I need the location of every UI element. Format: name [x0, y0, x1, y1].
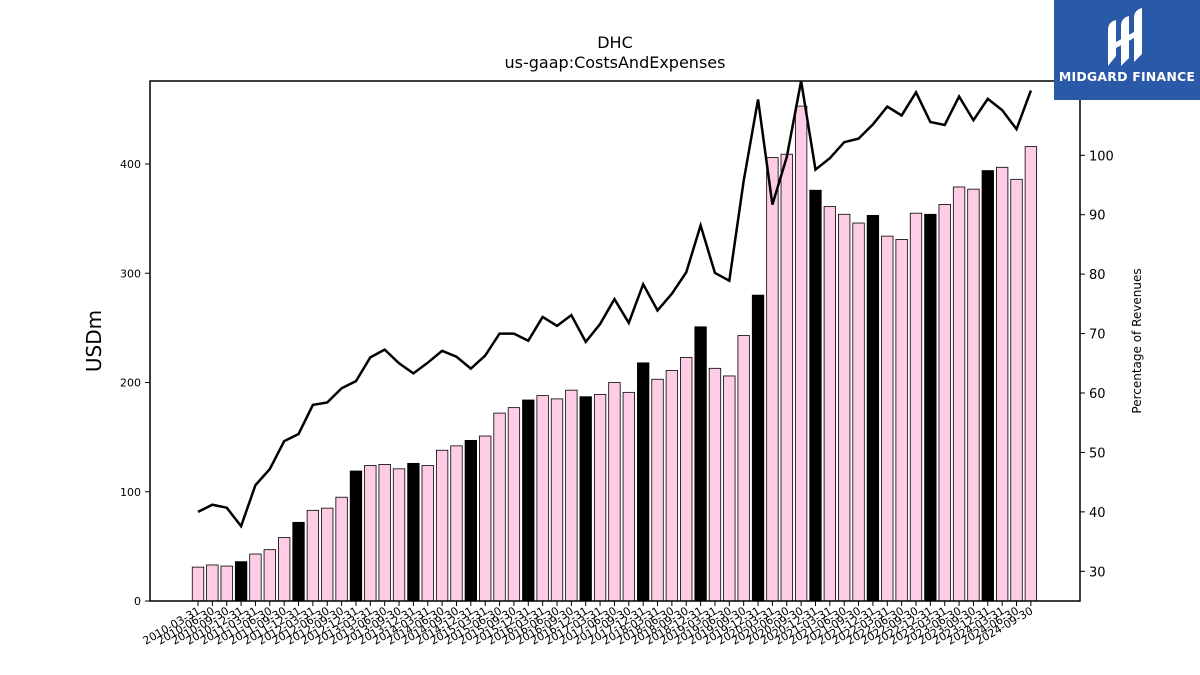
plot-frame [149, 80, 1081, 602]
bar [680, 356, 693, 602]
bar [637, 362, 650, 602]
bar [220, 565, 233, 602]
bar [593, 394, 607, 602]
bar [364, 465, 377, 602]
bar [723, 375, 736, 602]
chart-subtitle: us-gaap:CostsAndExpenses [505, 53, 726, 72]
x-axis: 2010-03-312010-06-302010-09-302010-12-31… [141, 601, 1035, 648]
midgard-finance-logo: MIDGARD FINANCE [1054, 0, 1200, 100]
bar [278, 537, 291, 602]
bar [321, 507, 334, 602]
bar [507, 407, 521, 602]
bar [838, 213, 851, 602]
y-right-tick-label: 70 [1089, 328, 1106, 343]
bar [479, 435, 492, 602]
bar [522, 399, 535, 602]
bar [536, 395, 549, 602]
bar [234, 561, 248, 602]
bar-series [191, 105, 1038, 602]
bar [780, 153, 793, 602]
bar [292, 521, 305, 602]
y-tick-label: 0 [134, 595, 141, 608]
bar [378, 464, 391, 602]
bar [421, 465, 434, 602]
bar [565, 389, 578, 602]
bar [967, 188, 980, 602]
bar [407, 462, 420, 602]
y-tick-label: 400 [120, 158, 141, 171]
y-axis-right-label: Percentage of Revenues [1130, 268, 1144, 413]
bar [608, 382, 621, 602]
y-tick-label: 300 [120, 267, 141, 280]
bar [794, 105, 808, 602]
bar [263, 549, 276, 602]
bar [823, 206, 836, 602]
y-axis-right: 30 40 50 60 70 80 90 100 [1080, 149, 1114, 580]
bar [206, 564, 219, 602]
bar [909, 212, 923, 602]
bar [335, 496, 348, 602]
bar [924, 213, 937, 602]
bar [392, 468, 406, 602]
bar [435, 449, 449, 602]
bar [249, 553, 262, 602]
y-right-tick-label: 60 [1089, 387, 1106, 402]
bar [895, 238, 908, 602]
bar [493, 412, 506, 602]
bar [1010, 178, 1023, 602]
bar [938, 204, 951, 602]
bar [852, 222, 865, 602]
bar [809, 189, 822, 602]
bar [881, 235, 894, 602]
y-tick-label: 100 [120, 486, 141, 499]
midgard-logo-icon [1108, 8, 1142, 66]
y-right-tick-label: 30 [1089, 565, 1106, 580]
chart-title: DHC [597, 33, 633, 52]
y-right-tick-label: 40 [1089, 506, 1106, 521]
bar [766, 157, 779, 602]
y-right-tick-label: 100 [1089, 149, 1114, 164]
bar [651, 378, 664, 602]
bar [349, 470, 363, 602]
series-line [197, 80, 1033, 529]
y-axis-left: 0 100 200 300 400 [120, 158, 150, 608]
bar [665, 370, 679, 602]
y-axis-label: USDm [82, 310, 106, 372]
bar [550, 398, 564, 602]
bar [622, 391, 635, 602]
bar [866, 214, 880, 602]
bar [708, 367, 722, 602]
y-tick-label: 200 [120, 377, 141, 390]
y-right-tick-label: 50 [1089, 446, 1106, 461]
bar [981, 170, 994, 602]
bar [952, 186, 966, 602]
bar [464, 440, 477, 602]
bar [191, 566, 205, 602]
bar [751, 294, 765, 602]
line-series [197, 80, 1033, 529]
bar [306, 509, 320, 602]
bar [1024, 146, 1038, 602]
logo-text: MIDGARD FINANCE [1058, 69, 1196, 84]
bar [996, 166, 1009, 602]
y-right-tick-label: 80 [1089, 268, 1106, 283]
bar [694, 326, 707, 602]
bar [450, 445, 463, 602]
bar [579, 396, 592, 602]
y-right-tick-label: 90 [1089, 209, 1106, 224]
bar [737, 335, 750, 602]
